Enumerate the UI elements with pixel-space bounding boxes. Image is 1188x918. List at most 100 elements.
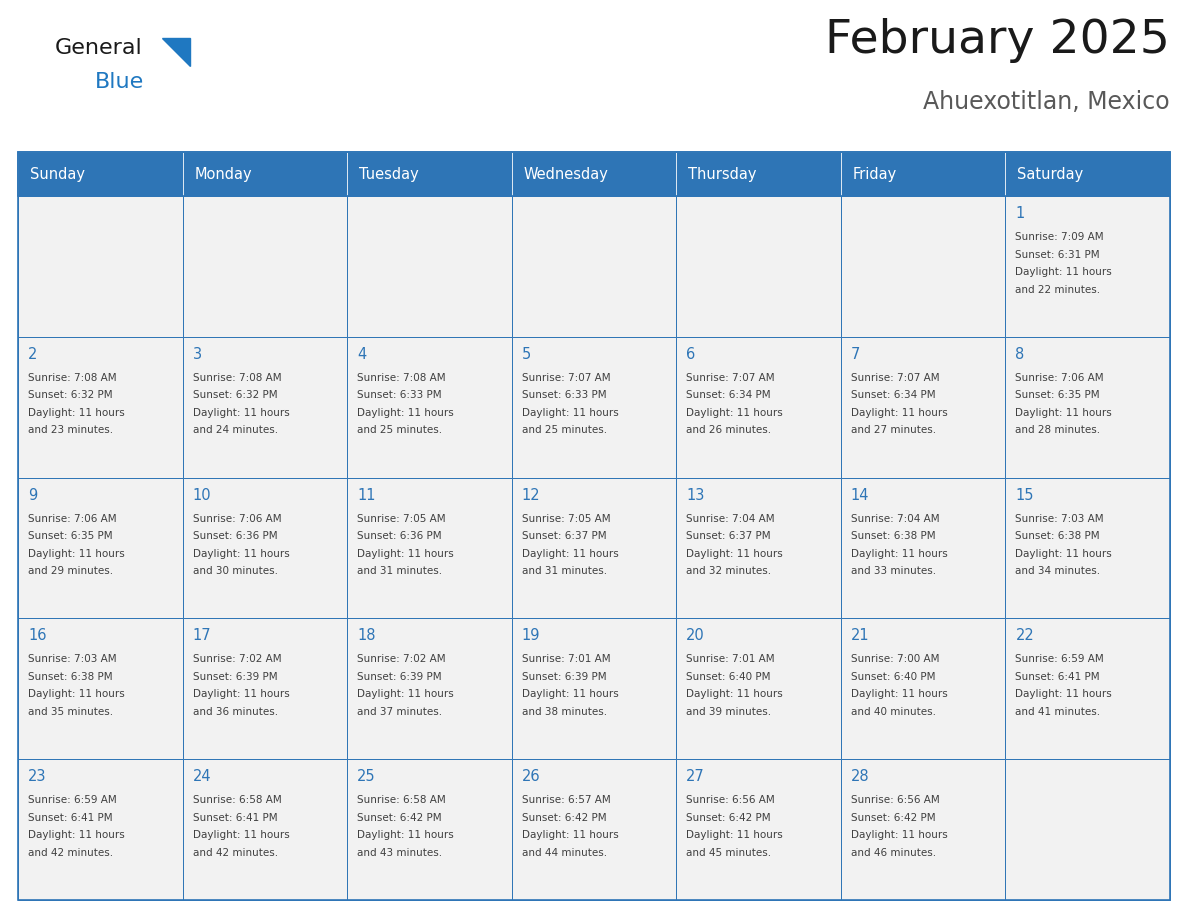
Bar [512, 619, 676, 759]
Text: Daylight: 11 hours: Daylight: 11 hours [522, 689, 619, 700]
Text: Monday: Monday [195, 166, 252, 182]
Bar [18, 196, 183, 337]
Text: 17: 17 [192, 629, 211, 644]
Bar [841, 152, 1005, 196]
Text: Sunrise: 7:05 AM: Sunrise: 7:05 AM [358, 513, 446, 523]
Text: and 24 minutes.: and 24 minutes. [192, 425, 278, 435]
Bar [512, 759, 676, 900]
Text: 19: 19 [522, 629, 541, 644]
Text: and 23 minutes.: and 23 minutes. [29, 425, 113, 435]
Text: Sunrise: 7:02 AM: Sunrise: 7:02 AM [358, 655, 446, 665]
Text: and 30 minutes.: and 30 minutes. [192, 566, 278, 577]
Text: Sunrise: 6:56 AM: Sunrise: 6:56 AM [687, 795, 775, 805]
Text: Sunrise: 7:03 AM: Sunrise: 7:03 AM [1016, 513, 1104, 523]
Bar [183, 152, 347, 196]
Text: Sunrise: 6:59 AM: Sunrise: 6:59 AM [29, 795, 116, 805]
Text: 13: 13 [687, 487, 704, 502]
Text: Sunrise: 7:02 AM: Sunrise: 7:02 AM [192, 655, 282, 665]
Text: and 31 minutes.: and 31 minutes. [522, 566, 607, 577]
Text: 4: 4 [358, 347, 366, 362]
Text: and 25 minutes.: and 25 minutes. [358, 425, 442, 435]
Bar [676, 477, 841, 619]
Text: and 38 minutes.: and 38 minutes. [522, 707, 607, 717]
Text: Sunset: 6:38 PM: Sunset: 6:38 PM [29, 672, 113, 682]
Bar [18, 337, 183, 477]
Text: Sunrise: 6:58 AM: Sunrise: 6:58 AM [358, 795, 446, 805]
Bar [183, 196, 347, 337]
Text: 14: 14 [851, 487, 870, 502]
Text: Daylight: 11 hours: Daylight: 11 hours [522, 408, 619, 418]
Text: Daylight: 11 hours: Daylight: 11 hours [192, 689, 290, 700]
Text: Sunrise: 7:08 AM: Sunrise: 7:08 AM [29, 373, 116, 383]
Text: Blue: Blue [95, 72, 144, 92]
Text: 24: 24 [192, 769, 211, 784]
Text: Daylight: 11 hours: Daylight: 11 hours [29, 689, 125, 700]
Text: Sunrise: 6:56 AM: Sunrise: 6:56 AM [851, 795, 940, 805]
Text: and 34 minutes.: and 34 minutes. [1016, 566, 1100, 577]
Text: Daylight: 11 hours: Daylight: 11 hours [851, 689, 948, 700]
Text: Sunset: 6:31 PM: Sunset: 6:31 PM [1016, 250, 1100, 260]
Text: Sunset: 6:40 PM: Sunset: 6:40 PM [851, 672, 935, 682]
Text: Sunset: 6:39 PM: Sunset: 6:39 PM [358, 672, 442, 682]
Text: Sunset: 6:38 PM: Sunset: 6:38 PM [1016, 532, 1100, 541]
Text: 3: 3 [192, 347, 202, 362]
Text: Daylight: 11 hours: Daylight: 11 hours [29, 549, 125, 558]
Text: 7: 7 [851, 347, 860, 362]
Text: Sunset: 6:41 PM: Sunset: 6:41 PM [29, 812, 113, 823]
Text: 23: 23 [29, 769, 46, 784]
Text: 28: 28 [851, 769, 870, 784]
Text: Sunset: 6:37 PM: Sunset: 6:37 PM [687, 532, 771, 541]
Text: and 42 minutes.: and 42 minutes. [29, 847, 113, 857]
Text: Daylight: 11 hours: Daylight: 11 hours [1016, 549, 1112, 558]
Text: Sunrise: 7:07 AM: Sunrise: 7:07 AM [522, 373, 611, 383]
Text: and 43 minutes.: and 43 minutes. [358, 847, 442, 857]
Text: Daylight: 11 hours: Daylight: 11 hours [687, 549, 783, 558]
Text: 22: 22 [1016, 629, 1035, 644]
Bar [841, 619, 1005, 759]
Text: Sunset: 6:39 PM: Sunset: 6:39 PM [192, 672, 277, 682]
Text: and 40 minutes.: and 40 minutes. [851, 707, 936, 717]
Text: Daylight: 11 hours: Daylight: 11 hours [851, 549, 948, 558]
Text: 10: 10 [192, 487, 211, 502]
Text: Daylight: 11 hours: Daylight: 11 hours [522, 830, 619, 840]
Text: and 22 minutes.: and 22 minutes. [1016, 285, 1100, 295]
Bar [347, 477, 512, 619]
Text: and 25 minutes.: and 25 minutes. [522, 425, 607, 435]
Bar [18, 477, 183, 619]
Bar [512, 477, 676, 619]
Text: and 35 minutes.: and 35 minutes. [29, 707, 113, 717]
Text: Sunset: 6:37 PM: Sunset: 6:37 PM [522, 532, 606, 541]
Text: 9: 9 [29, 487, 37, 502]
Text: Sunset: 6:36 PM: Sunset: 6:36 PM [358, 532, 442, 541]
Text: Sunrise: 7:06 AM: Sunrise: 7:06 AM [29, 513, 116, 523]
Text: Sunset: 6:35 PM: Sunset: 6:35 PM [1016, 390, 1100, 400]
Text: Sunset: 6:33 PM: Sunset: 6:33 PM [358, 390, 442, 400]
Text: Daylight: 11 hours: Daylight: 11 hours [29, 830, 125, 840]
Bar [512, 196, 676, 337]
Bar [841, 477, 1005, 619]
Text: 16: 16 [29, 629, 46, 644]
Text: Sunrise: 7:08 AM: Sunrise: 7:08 AM [358, 373, 446, 383]
Text: and 28 minutes.: and 28 minutes. [1016, 425, 1100, 435]
Text: Sunrise: 7:00 AM: Sunrise: 7:00 AM [851, 655, 940, 665]
Text: Tuesday: Tuesday [359, 166, 419, 182]
Text: and 31 minutes.: and 31 minutes. [358, 566, 442, 577]
Bar [841, 759, 1005, 900]
Text: 27: 27 [687, 769, 704, 784]
Text: Sunset: 6:34 PM: Sunset: 6:34 PM [851, 390, 935, 400]
Text: Daylight: 11 hours: Daylight: 11 hours [687, 830, 783, 840]
Text: February 2025: February 2025 [826, 18, 1170, 63]
Bar [1005, 759, 1170, 900]
Text: Daylight: 11 hours: Daylight: 11 hours [358, 689, 454, 700]
Bar [18, 759, 183, 900]
Bar [347, 619, 512, 759]
Text: 26: 26 [522, 769, 541, 784]
Bar [18, 152, 1170, 900]
Bar [18, 152, 183, 196]
Text: Sunrise: 7:01 AM: Sunrise: 7:01 AM [687, 655, 775, 665]
Bar [18, 152, 1170, 196]
Text: Daylight: 11 hours: Daylight: 11 hours [358, 830, 454, 840]
Text: Sunrise: 6:59 AM: Sunrise: 6:59 AM [1016, 655, 1104, 665]
Bar [347, 196, 512, 337]
Text: and 39 minutes.: and 39 minutes. [687, 707, 771, 717]
